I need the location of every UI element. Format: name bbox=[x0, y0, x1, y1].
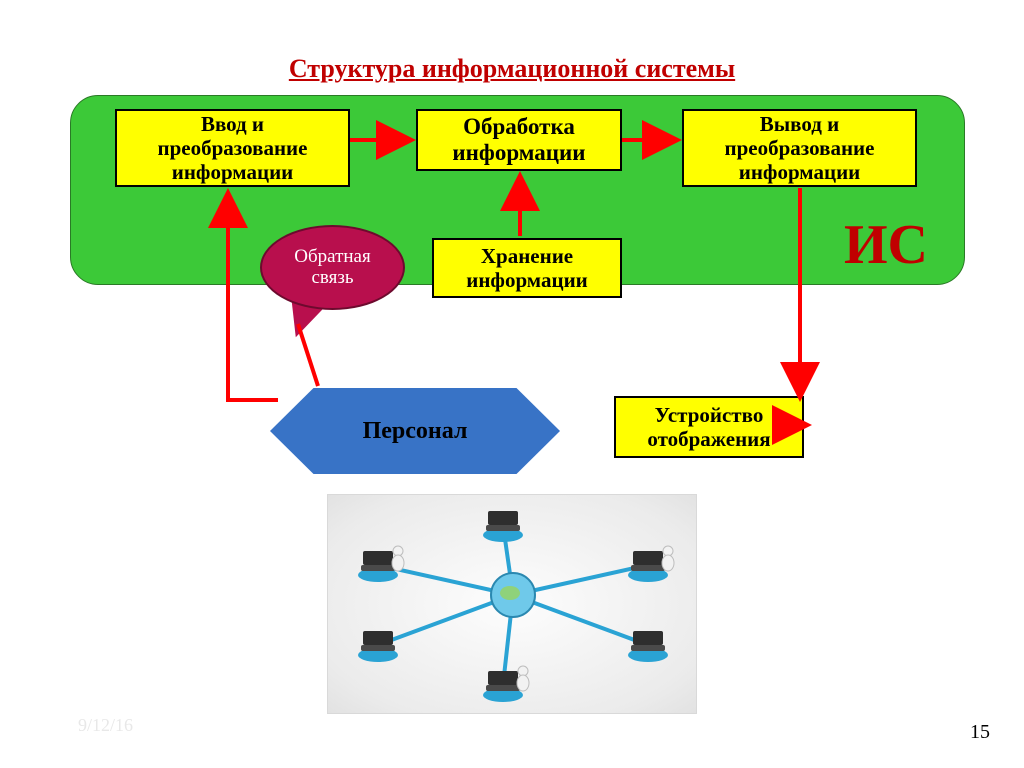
bubble-label: Обратнаясвязь bbox=[260, 225, 405, 310]
feedback-bubble: Обратнаясвязь bbox=[260, 225, 405, 320]
page-number: 15 bbox=[970, 721, 990, 744]
box-display: Устройствоотображения bbox=[614, 396, 804, 458]
network-illustration bbox=[327, 494, 697, 714]
box-output: Вывод ипреобразованиеинформации bbox=[682, 109, 917, 187]
date-footer: 9/12/16 bbox=[78, 715, 133, 736]
box-storage: Хранениеинформации bbox=[432, 238, 622, 298]
network-icon bbox=[328, 495, 698, 715]
page-title: Структура информационной системы bbox=[0, 54, 1024, 84]
box-process: Обработкаинформации bbox=[416, 109, 622, 171]
personnel-hexagon: Персонал bbox=[270, 388, 560, 474]
is-label: ИС bbox=[844, 213, 928, 277]
box-input: Ввод ипреобразованиеинформации bbox=[115, 109, 350, 187]
